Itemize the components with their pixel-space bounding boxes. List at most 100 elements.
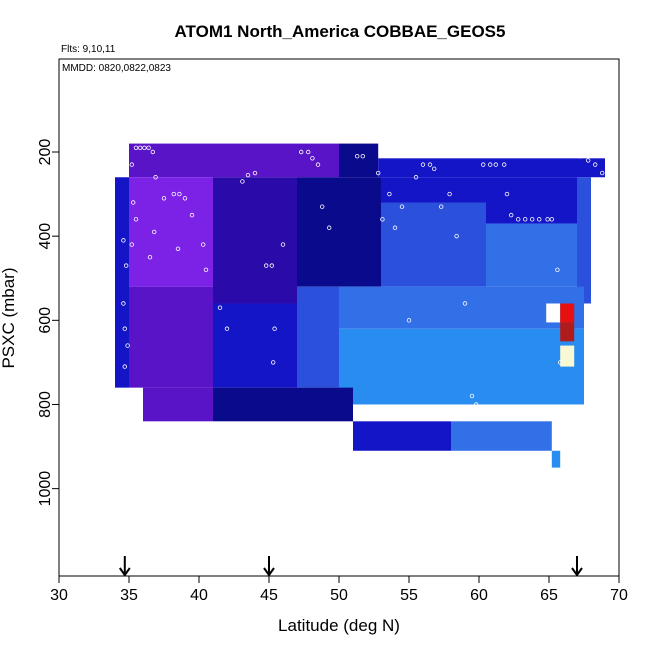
data-point <box>224 326 230 331</box>
data-point <box>280 242 286 247</box>
data-point <box>272 326 277 331</box>
y-axis: 200 400 600 800 1000 <box>37 139 59 507</box>
heatmap-cell <box>339 328 584 405</box>
heatmap-cell <box>213 177 297 304</box>
heatmap-cells <box>115 143 605 468</box>
data-point <box>360 154 365 159</box>
data-point <box>586 158 591 163</box>
data-point <box>600 170 605 176</box>
heatmap-cell <box>486 223 577 287</box>
data-point <box>462 301 468 306</box>
data-point <box>327 225 332 230</box>
heatmap-cell <box>129 177 213 287</box>
data-point <box>175 246 181 251</box>
data-point <box>560 431 566 437</box>
data-point <box>406 318 412 323</box>
heatmap-cell <box>560 303 575 323</box>
data-point <box>137 145 143 150</box>
flights-annotation: Flts: 9,10,11 <box>61 44 116 55</box>
date-annotation: MMDD: 0820,0822,0823 <box>62 63 171 74</box>
data-point <box>413 175 419 180</box>
data-point <box>147 255 153 260</box>
data-point <box>161 196 167 201</box>
heatmap-cell <box>381 177 486 203</box>
y-tick-label: 1000 <box>37 471 54 507</box>
data-point <box>523 217 528 222</box>
heatmap-cell <box>129 143 339 178</box>
data-point <box>376 170 381 176</box>
flight-marker-arrow <box>263 556 275 577</box>
data-point <box>593 162 598 167</box>
data-point <box>171 191 176 197</box>
data-point <box>133 145 139 150</box>
data-point <box>240 179 245 184</box>
data-point <box>142 145 147 150</box>
data-point <box>121 301 126 306</box>
data-point <box>245 172 251 178</box>
data-point <box>447 191 452 197</box>
heatmap-cell <box>353 421 451 451</box>
heatmap-cell <box>213 303 297 388</box>
x-tick-label: 50 <box>330 587 348 604</box>
data-point <box>121 238 126 243</box>
data-point <box>577 154 582 159</box>
data-point <box>516 217 521 222</box>
data-point <box>252 170 258 176</box>
data-point <box>315 162 321 167</box>
data-point <box>387 191 392 197</box>
data-point <box>392 225 398 230</box>
data-point <box>439 204 444 209</box>
heatmap-cell <box>378 158 605 178</box>
heatmap-cell <box>115 177 129 388</box>
data-point <box>420 162 426 167</box>
data-point <box>481 162 486 167</box>
data-point <box>502 162 507 167</box>
x-tick-label: 55 <box>400 587 418 604</box>
data-point <box>129 242 134 247</box>
chart-title: ATOM1 North_America COBBAE_GEOS5 <box>175 22 506 41</box>
heatmap-cell <box>551 450 561 468</box>
x-tick-label: 65 <box>540 587 558 604</box>
data-point <box>558 360 563 365</box>
heatmap-cell <box>451 421 552 451</box>
x-tick-label: 70 <box>610 587 628 604</box>
data-point <box>182 196 188 201</box>
data-point <box>454 233 459 239</box>
data-point <box>432 166 437 172</box>
data-point <box>189 212 195 218</box>
heatmap-cell <box>546 303 561 323</box>
data-point <box>122 364 127 369</box>
flight-marker-arrow <box>118 556 131 577</box>
data-point <box>269 263 274 268</box>
y-tick-label: 600 <box>37 307 54 334</box>
heatmap-cell <box>297 177 381 287</box>
heatmap-cell <box>486 177 577 224</box>
data-point <box>310 156 315 161</box>
heatmap-cell <box>213 387 353 422</box>
data-point <box>399 204 405 209</box>
data-point <box>264 263 269 268</box>
heatmap-cell <box>381 202 486 287</box>
y-axis-label: PSXC (mbar) <box>0 267 18 368</box>
data-point <box>122 326 127 331</box>
y-tick-label: 800 <box>37 391 54 418</box>
data-point <box>125 343 130 348</box>
y-tick-label: 200 <box>37 139 54 166</box>
data-point <box>299 149 304 155</box>
data-point <box>130 200 136 205</box>
data-point <box>509 212 514 218</box>
data-point <box>320 204 325 209</box>
data-point <box>217 305 223 310</box>
data-point <box>545 217 550 222</box>
data-point <box>504 191 510 197</box>
x-tick-label: 35 <box>120 587 138 604</box>
heatmap-cell <box>297 286 339 388</box>
data-point <box>203 267 209 273</box>
heatmap-cell <box>339 286 584 329</box>
x-tick-label: 60 <box>470 587 488 604</box>
flight-markers <box>118 556 583 577</box>
heatmap-cell <box>560 345 575 367</box>
x-tick-label: 45 <box>260 587 278 604</box>
heatmap-cell <box>143 387 213 422</box>
data-point <box>177 191 182 197</box>
